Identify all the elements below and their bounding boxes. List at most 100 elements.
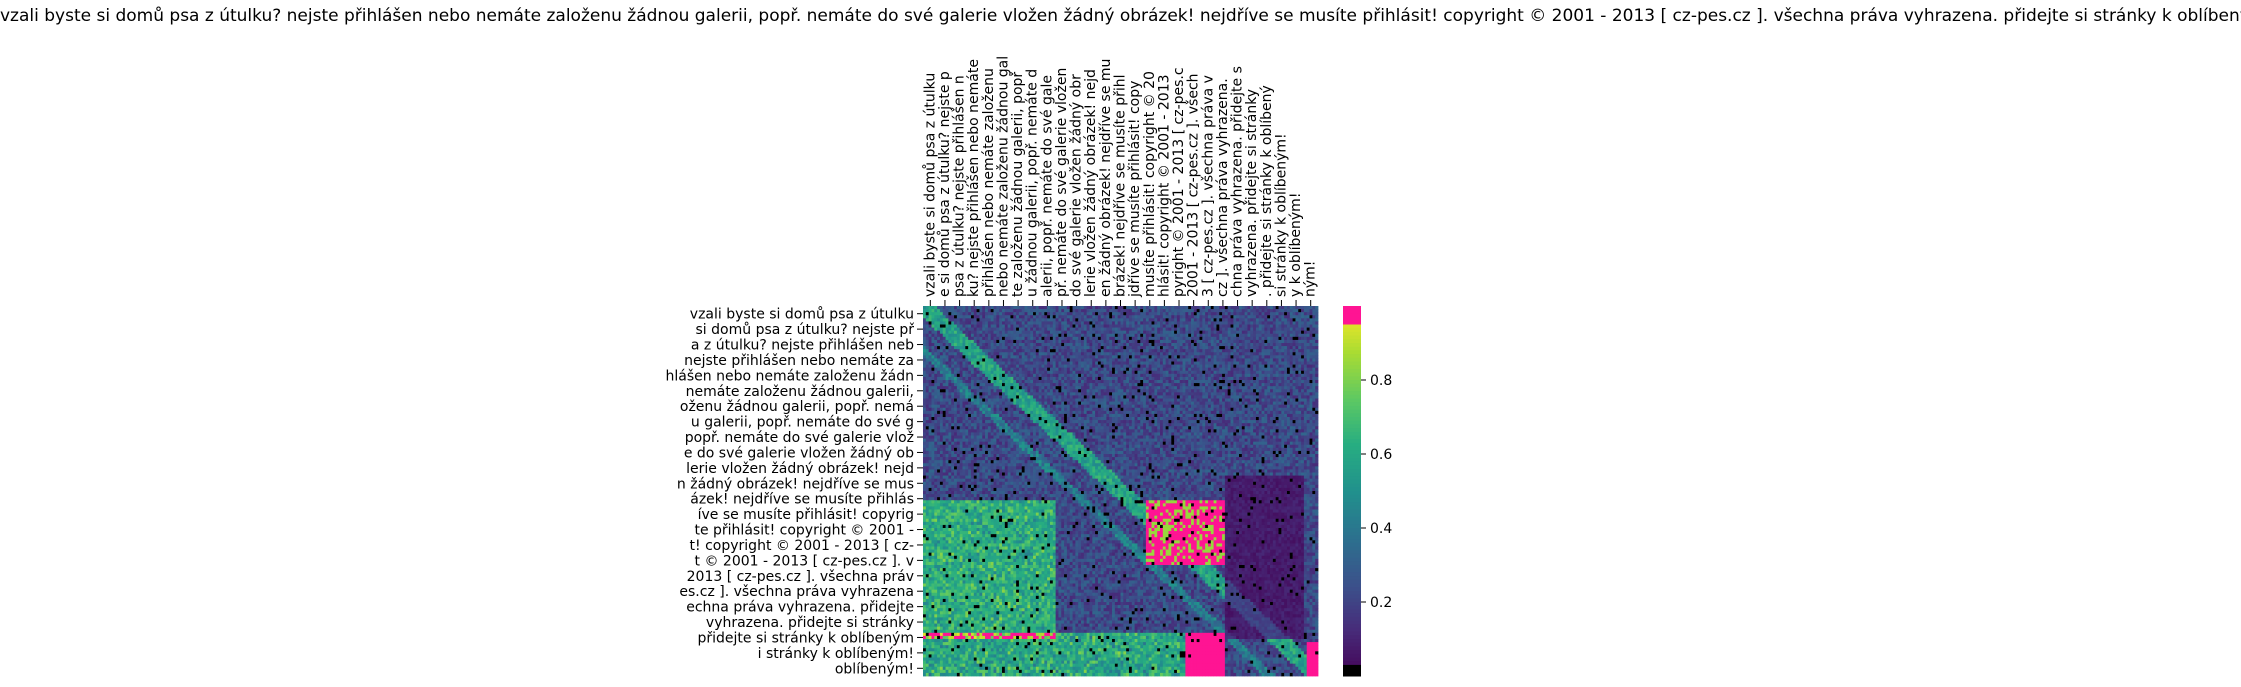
heatmap-cell bbox=[1004, 389, 1009, 393]
heatmap-cell bbox=[1114, 383, 1119, 387]
heatmap-cell bbox=[1143, 327, 1147, 332]
heatmap-cell bbox=[1112, 383, 1116, 387]
heatmap-cell bbox=[1010, 389, 1014, 393]
heatmap-cell bbox=[1176, 383, 1181, 387]
heatmap-cell bbox=[1097, 349, 1102, 353]
heatmap-cell bbox=[1140, 373, 1144, 378]
heatmap-cell bbox=[1069, 327, 1073, 332]
heatmap-cell bbox=[1041, 330, 1045, 335]
heatmap-cell bbox=[956, 392, 961, 396]
heatmap-cell bbox=[1284, 358, 1288, 362]
heatmap-cell bbox=[1078, 398, 1082, 402]
heatmap-cell bbox=[1253, 404, 1257, 409]
heatmap-cell bbox=[937, 336, 941, 341]
heatmap-cell bbox=[1151, 361, 1155, 365]
heatmap-cell bbox=[1236, 312, 1240, 316]
heatmap-cell bbox=[1117, 321, 1121, 325]
heatmap-cell bbox=[1162, 358, 1167, 362]
heatmap-cell bbox=[985, 404, 989, 409]
heatmap-cell bbox=[948, 389, 952, 393]
heatmap-cell bbox=[1162, 410, 1167, 415]
heatmap-cell bbox=[1270, 349, 1274, 353]
heatmap-cell bbox=[1224, 318, 1229, 322]
heatmap-cell bbox=[968, 370, 972, 375]
heatmap-cell bbox=[993, 398, 997, 402]
heatmap-cell bbox=[1024, 413, 1028, 418]
heatmap-cell bbox=[1018, 339, 1023, 344]
heatmap-cell bbox=[1114, 386, 1119, 390]
heatmap-cell bbox=[1188, 324, 1192, 328]
heatmap-cell bbox=[1270, 343, 1274, 347]
heatmap-cell bbox=[990, 358, 994, 362]
heatmap-cell bbox=[1312, 401, 1316, 406]
heatmap-cell bbox=[1109, 346, 1113, 350]
heatmap-cell bbox=[1236, 330, 1240, 335]
heatmap-cell bbox=[1089, 309, 1093, 313]
heatmap-cell bbox=[1148, 343, 1152, 347]
heatmap-cell bbox=[1219, 386, 1223, 390]
heatmap-cell bbox=[1041, 333, 1045, 338]
heatmap-cell bbox=[979, 410, 983, 415]
heatmap-cell bbox=[1315, 386, 1319, 390]
heatmap-cell bbox=[1016, 401, 1020, 406]
heatmap-cell bbox=[996, 367, 1000, 372]
heatmap-cell bbox=[1176, 413, 1181, 418]
heatmap-cell bbox=[1120, 364, 1124, 369]
heatmap-cell bbox=[1303, 321, 1308, 325]
heatmap-cell bbox=[1281, 309, 1285, 313]
heatmap-cell bbox=[1021, 349, 1025, 353]
heatmap-cell bbox=[1222, 376, 1226, 381]
heatmap-cell bbox=[1112, 364, 1116, 369]
heatmap-cell bbox=[1103, 358, 1107, 362]
heatmap-cell bbox=[1134, 367, 1138, 372]
heatmap-cell bbox=[1049, 395, 1054, 399]
heatmap-cell bbox=[970, 392, 975, 396]
heatmap-cell bbox=[934, 380, 938, 384]
heatmap-cell bbox=[1030, 383, 1034, 387]
heatmap-cell bbox=[1123, 364, 1127, 369]
heatmap-cell bbox=[1047, 324, 1051, 328]
heatmap-cell bbox=[939, 404, 944, 409]
heatmap-cell bbox=[1196, 306, 1200, 310]
heatmap-cell bbox=[1148, 321, 1152, 325]
heatmap-cell bbox=[1097, 401, 1102, 406]
heatmap-cell bbox=[990, 373, 994, 378]
heatmap-cell bbox=[1086, 339, 1090, 344]
heatmap-cell bbox=[1072, 398, 1076, 402]
heatmap-cell bbox=[1117, 352, 1121, 356]
heatmap-cell bbox=[1261, 380, 1265, 384]
heatmap-cell bbox=[1301, 339, 1305, 344]
heatmap-cell bbox=[1089, 352, 1093, 356]
heatmap-cell bbox=[1255, 324, 1260, 328]
heatmap-cell bbox=[1239, 352, 1243, 356]
heatmap-cell bbox=[1275, 361, 1279, 365]
heatmap-cell bbox=[1092, 324, 1096, 328]
heatmap-cell bbox=[1083, 370, 1088, 375]
heatmap-cell bbox=[1301, 398, 1305, 402]
heatmap-cell bbox=[934, 364, 938, 369]
heatmap-cell bbox=[1041, 367, 1045, 372]
heatmap-cell bbox=[1182, 380, 1186, 384]
heatmap-cell bbox=[1272, 398, 1277, 402]
heatmap-cell bbox=[1230, 349, 1234, 353]
heatmap-cell bbox=[1191, 376, 1195, 381]
heatmap-cell bbox=[939, 355, 944, 359]
heatmap-cell bbox=[1041, 401, 1045, 406]
heatmap-cell bbox=[1089, 346, 1093, 350]
heatmap-cell bbox=[1114, 380, 1119, 384]
heatmap-cell bbox=[1199, 370, 1203, 375]
heatmap-cell bbox=[931, 333, 935, 338]
heatmap-cell bbox=[1157, 358, 1161, 362]
heatmap-cell bbox=[1112, 327, 1116, 332]
heatmap-cell bbox=[987, 318, 992, 322]
heatmap-cell bbox=[1123, 370, 1127, 375]
heatmap-cell bbox=[1213, 398, 1217, 402]
heatmap-cell bbox=[1035, 355, 1040, 359]
heatmap-cell bbox=[954, 392, 958, 396]
heatmap-cell bbox=[1168, 395, 1172, 399]
heatmap-cell bbox=[1089, 358, 1093, 362]
heatmap-cell bbox=[1083, 373, 1088, 378]
heatmap-cell bbox=[928, 373, 932, 378]
heatmap-cell bbox=[1055, 392, 1059, 396]
heatmap-cell bbox=[993, 364, 997, 369]
